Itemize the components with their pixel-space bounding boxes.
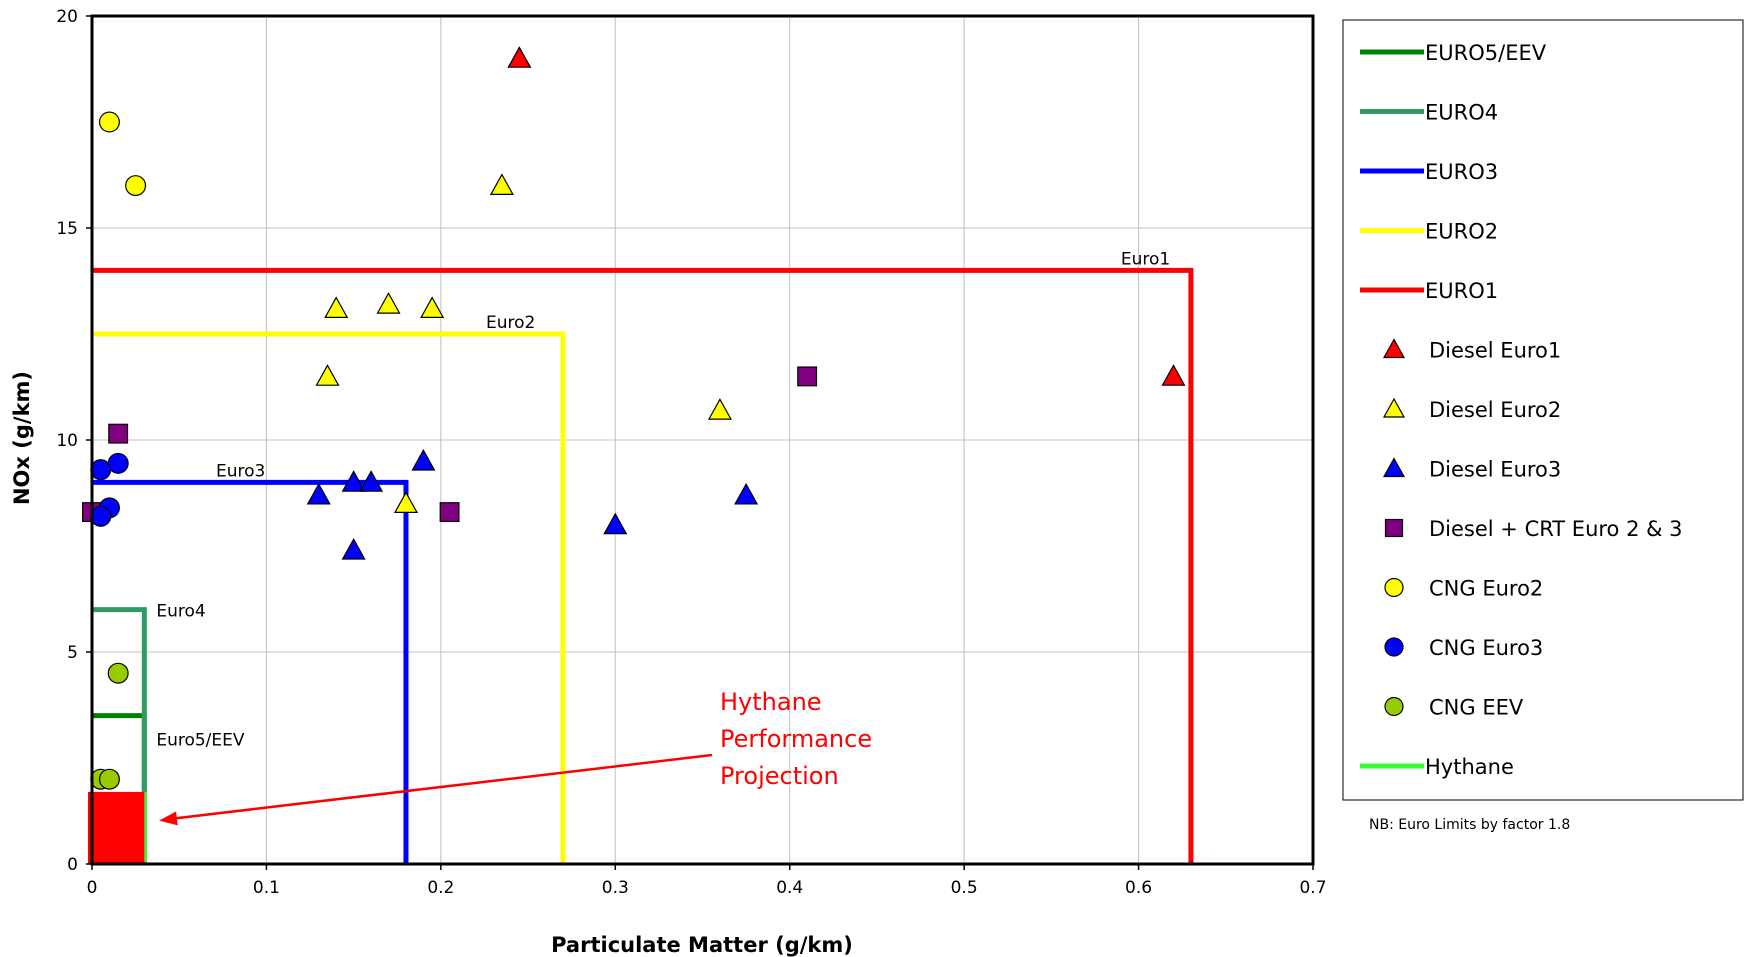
y-tick-label: 10 (56, 431, 78, 451)
cng-euro2-point (125, 175, 147, 197)
cng-euro3-point (107, 452, 129, 474)
legend-diesel-euro3-swatch (1382, 457, 1406, 478)
euro1-limit-line (92, 267, 1194, 864)
diesel-euro3-point (341, 538, 366, 560)
data-points (82, 46, 1186, 790)
x-tick-label: 0.6 (1125, 878, 1152, 898)
legend-diesel-euro3-label: Diesel Euro3 (1429, 458, 1561, 482)
euro2-limit-label: Euro2 (486, 313, 535, 333)
diesel-crt-euro-2-3-point (797, 366, 818, 387)
diesel-euro2-point (376, 292, 401, 314)
x-tick-label: 0 (87, 878, 98, 898)
cng-euro2-point (98, 111, 120, 133)
legend-cng-eev-swatch (1384, 696, 1404, 717)
cng-eev-point (107, 662, 129, 684)
euro3-limit-label: Euro3 (216, 461, 265, 481)
annotation-line: Projection (720, 762, 839, 790)
hythane-projection (88, 791, 145, 864)
cng-euro3-point (90, 505, 112, 527)
legend-cng-euro3-label: CNG Euro3 (1429, 636, 1543, 660)
cng-eev-point (98, 768, 120, 790)
legend-hythane-label: Hythane (1425, 755, 1514, 779)
legend-cng-eev-label: CNG EEV (1429, 696, 1524, 720)
annotation-line: Hythane (720, 688, 822, 716)
x-tick-label: 0.7 (1299, 878, 1326, 898)
limits-note: NB: Euro Limits by factor 1.8 (1369, 817, 1570, 833)
grid-lines (92, 16, 1313, 864)
y-tick-label: 5 (67, 643, 78, 663)
diesel-euro1-point (507, 46, 532, 68)
diesel-euro1-point (1161, 364, 1186, 386)
euro3-limit-line (92, 479, 409, 864)
diesel-euro3-point (411, 448, 436, 471)
legend-cng-euro2-swatch (1384, 577, 1404, 598)
y-tick-label: 0 (67, 855, 78, 875)
x-tick-label: 0.1 (253, 878, 280, 898)
legend-euro5-eev-label: EURO5/EEV (1425, 41, 1547, 65)
legend-diesel-euro2-label: Diesel Euro2 (1429, 398, 1561, 422)
euro5-eev-limit-label: Euro5/EEV (156, 731, 245, 751)
euro-limit-lines: Euro5/EEV Euro4 Euro3 Euro2 Euro1 (92, 249, 1194, 865)
legend-box (1342, 19, 1744, 801)
legend-diesel-crt-euro-2-3-label: Diesel + CRT Euro 2 & 3 (1429, 517, 1683, 541)
axis-ticks: 0 0.1 0.2 0.3 0.4 0.5 0.6 0.7 0 5 10 15 20 (56, 7, 1326, 898)
legend-euro4-label: EURO4 (1425, 101, 1498, 125)
legend-cng-euro2-label: CNG Euro2 (1429, 577, 1543, 601)
diesel-euro3-point (359, 470, 384, 492)
euro1-limit-label: Euro1 (1121, 249, 1170, 269)
legend: EURO5/EEV EURO4 EURO3 EURO2 EURO1 Diesel Euro… (1342, 19, 1744, 801)
x-tick-label: 0.3 (602, 878, 629, 898)
diesel-crt-euro-2-3-point (108, 423, 129, 444)
annotation-arrow-line (172, 753, 713, 820)
hythane-annotation: Hythane Performance Projection (159, 688, 872, 826)
legend-diesel-euro2-swatch (1382, 397, 1406, 418)
legend-diesel-euro1-label: Diesel Euro1 (1429, 339, 1561, 363)
x-axis-title: Particulate Matter (g/km) (551, 933, 853, 957)
diesel-euro2-point (393, 491, 418, 514)
diesel-euro2-point (420, 296, 445, 318)
legend-euro1-label: EURO1 (1425, 279, 1498, 303)
euro4-limit-line (92, 607, 147, 864)
diesel-euro3-point (734, 482, 759, 505)
legend-diesel-crt-euro-2-3-swatch (1384, 518, 1404, 538)
legend-diesel-euro1-swatch (1382, 338, 1406, 359)
diesel-euro2-point (707, 398, 732, 420)
legend-euro2-label: EURO2 (1425, 220, 1498, 244)
diesel-crt-euro-2-3-point (439, 502, 460, 523)
hythane-projection-box (88, 791, 145, 864)
euro2-limit-line (92, 331, 566, 864)
y-tick-label: 20 (56, 7, 78, 27)
x-tick-label: 0.2 (427, 878, 454, 898)
diesel-euro2-point (315, 364, 340, 386)
diesel-euro3-point (341, 470, 366, 492)
diesel-euro3-point (603, 512, 628, 535)
y-tick-label: 15 (56, 219, 78, 239)
legend-cng-euro3-swatch (1384, 637, 1404, 657)
diesel-euro3-point (306, 482, 331, 505)
annotation-arrow-head (159, 811, 178, 826)
annotation-line: Performance (720, 725, 872, 753)
euro4-limit-label: Euro4 (156, 602, 205, 622)
x-tick-label: 0.5 (951, 878, 978, 898)
diesel-euro2-point (489, 173, 514, 195)
x-tick-label: 0.4 (776, 878, 803, 898)
cng-euro3-point (90, 459, 112, 481)
legend-euro3-label: EURO3 (1425, 160, 1498, 184)
diesel-euro2-point (324, 296, 349, 318)
y-axis-title: NOx (g/km) (10, 371, 34, 505)
